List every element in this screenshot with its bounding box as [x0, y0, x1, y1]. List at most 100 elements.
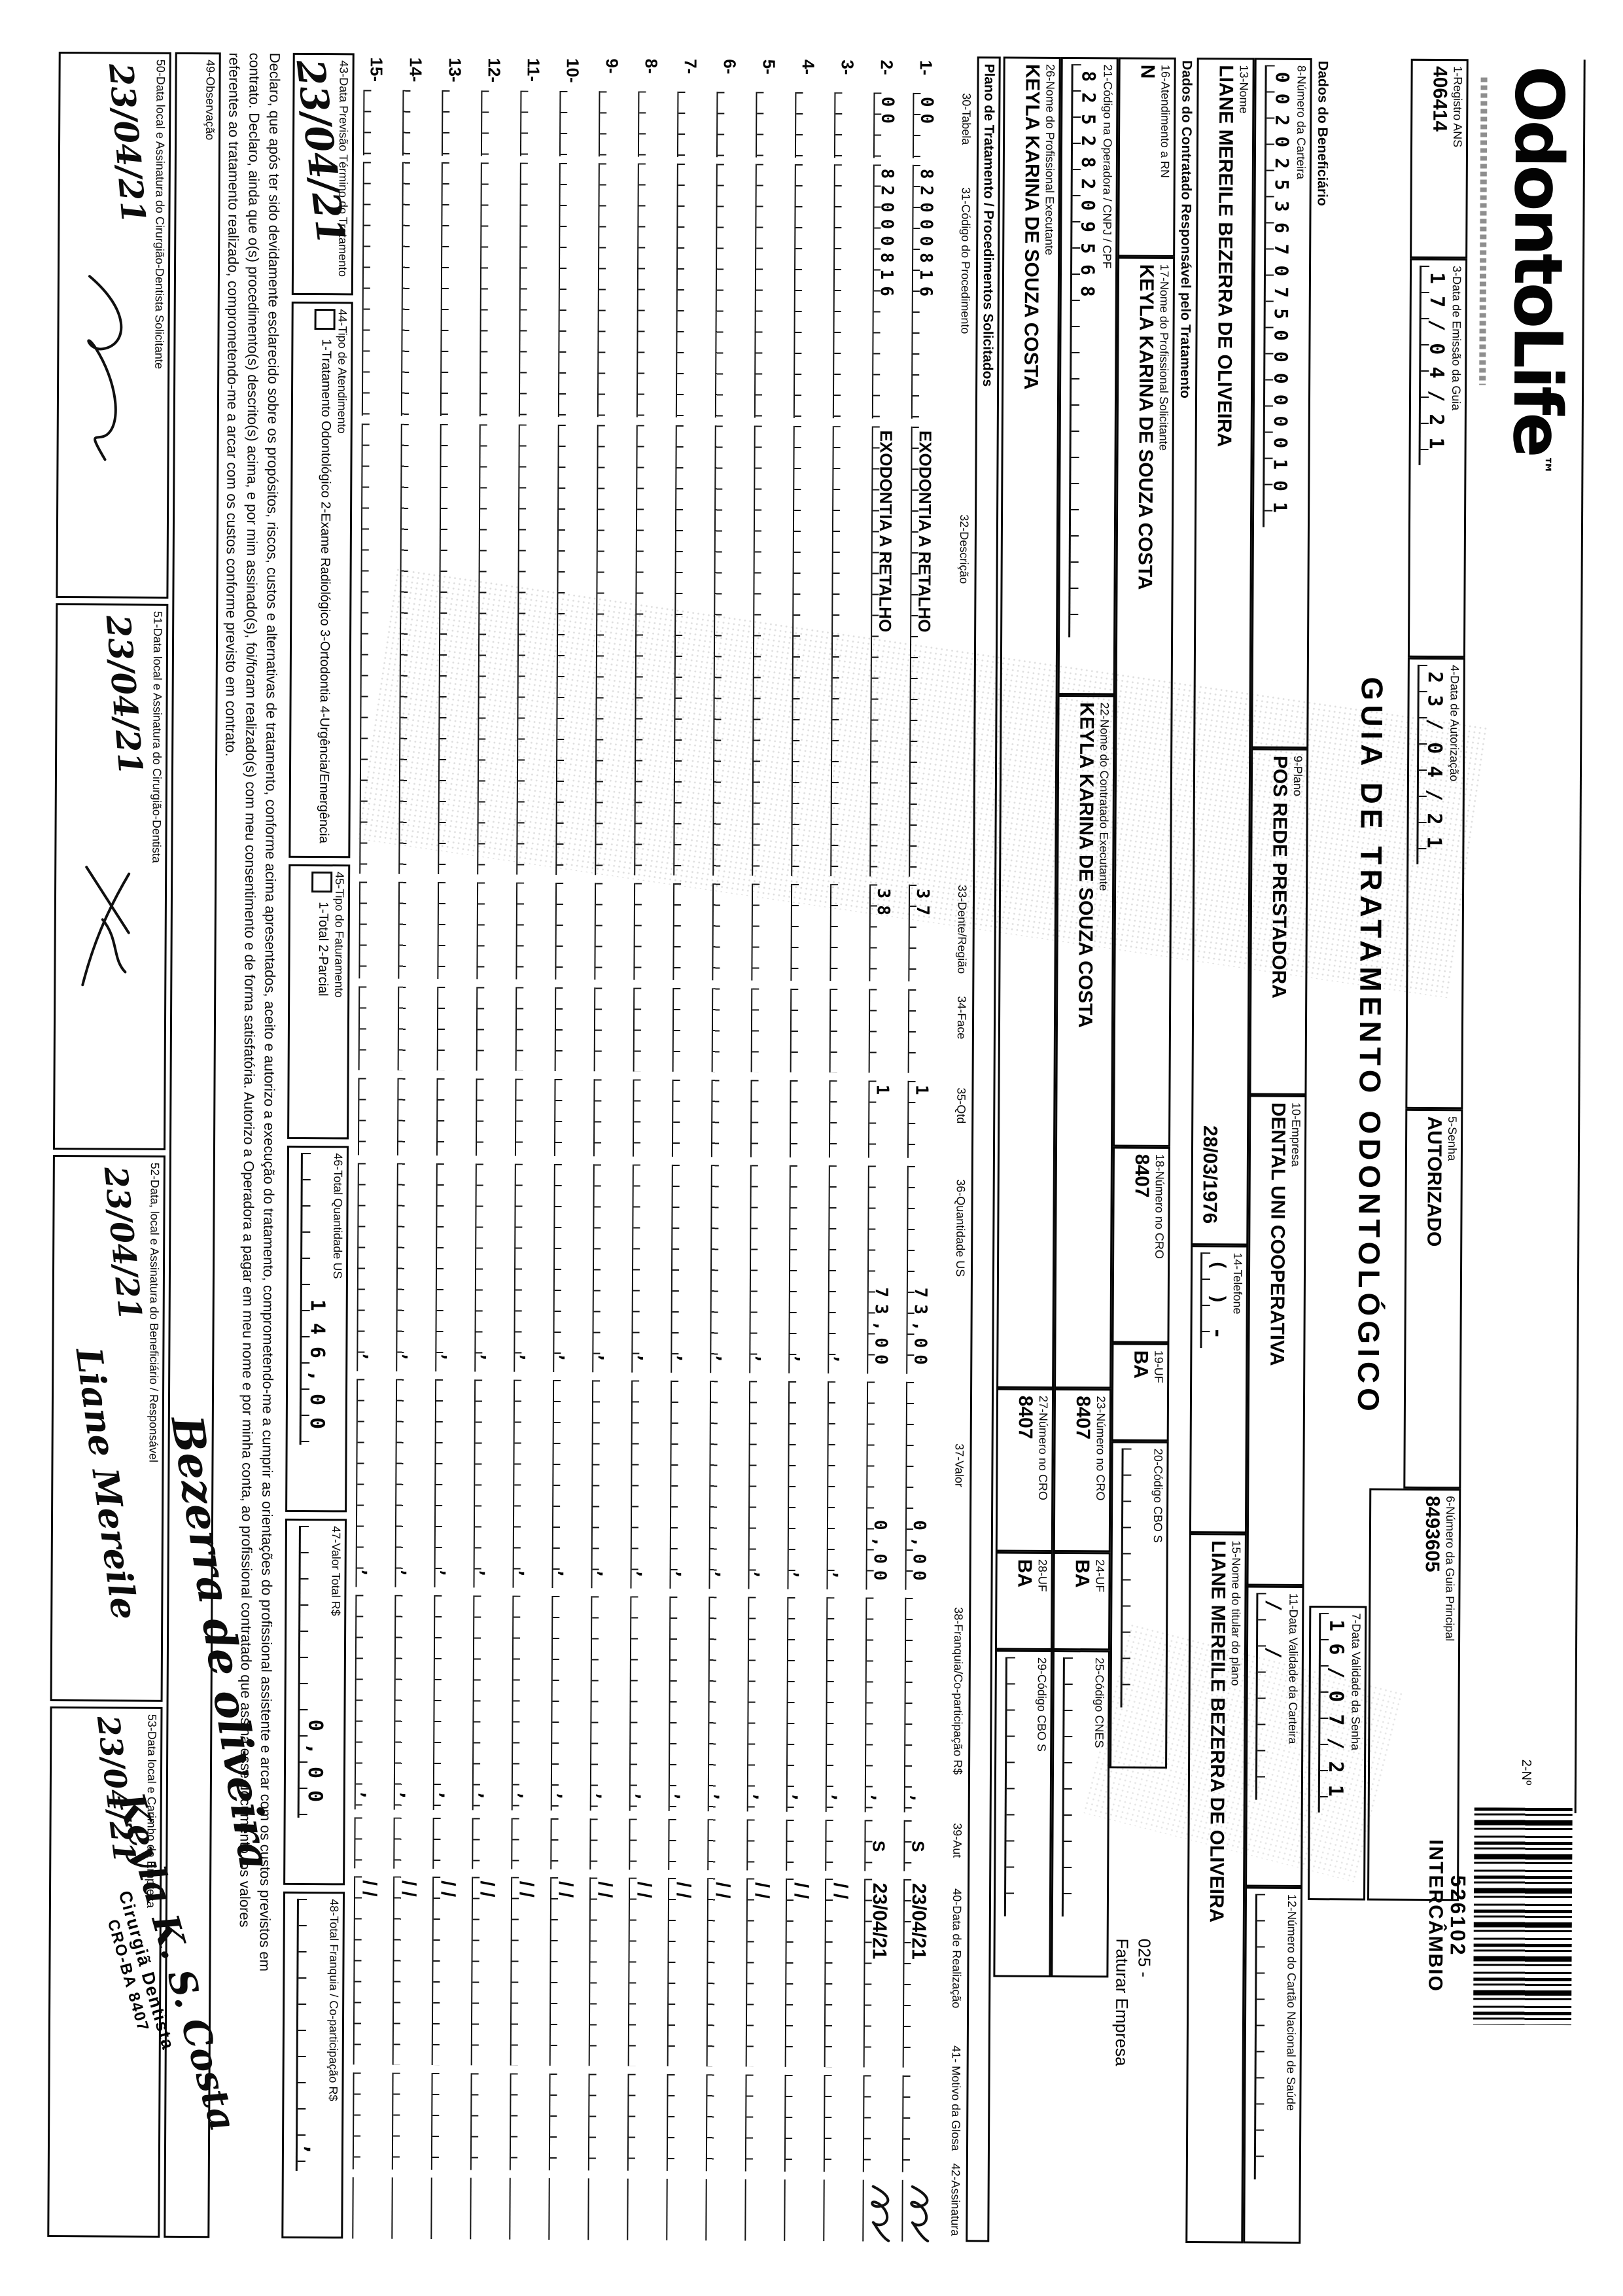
cell-assinatura — [587, 2178, 608, 2240]
cell-qtd — [789, 1080, 810, 1158]
cell-valor: , — [551, 1379, 577, 1589]
cell-dente — [790, 883, 811, 981]
cell-assinatura — [784, 2179, 804, 2241]
cell-valor: , — [826, 1381, 852, 1590]
field-label: 14-Telefone — [1230, 1252, 1245, 1315]
barcode — [1473, 1807, 1573, 2026]
cell-franquia: , — [432, 1595, 458, 1810]
cell-franquia: , — [668, 1596, 693, 1812]
section-label: Plano de Tratamento / Procedimentos Soli… — [980, 63, 997, 387]
cell-glosa — [430, 2073, 451, 2170]
field-value: BA — [1071, 1559, 1093, 1588]
cell-valor: , — [355, 1379, 381, 1587]
row-number: 12- — [484, 58, 504, 83]
col-codigo: 31-Código do Procedimento — [958, 187, 973, 334]
cell-dente — [437, 882, 458, 980]
row-number: 6- — [720, 59, 740, 75]
row-number: 15- — [366, 57, 387, 82]
cell-glosa — [548, 2073, 569, 2171]
field-label: 52-Data, local e Assinatura do Beneficiá… — [147, 1162, 162, 1463]
field-value — [1253, 1894, 1285, 2180]
cell-aut — [707, 1819, 727, 1871]
cell-data-realizacao: / / — [510, 1877, 538, 2066]
cell-glosa — [784, 2074, 805, 2172]
cell-assinatura — [823, 2180, 843, 2242]
col-quantidade-us: 36-Quantidade US — [953, 1179, 968, 1277]
cell-tabela: 00 — [873, 92, 898, 158]
cell-tabela — [637, 91, 658, 157]
cell-data-realizacao: / / — [706, 1878, 734, 2067]
cell-franquia: , — [550, 1595, 576, 1811]
field-label: 47-Valor Total R$ — [329, 1526, 343, 1616]
field-cnes: 25-Código CNES — [1051, 1650, 1110, 1978]
cell-glosa — [901, 2075, 922, 2172]
field-value: 8493605 — [1421, 1495, 1444, 1572]
field-label: 46-Total Quantidade US — [330, 1153, 345, 1279]
field-numero-guia-principal: 6-Número da Guia Principal 8493605 — [1367, 1488, 1461, 1901]
cell-franquia: , — [472, 1595, 497, 1810]
cell-aut — [629, 1818, 649, 1870]
field-value: LIANE MEREILE BEZERRA DE OLIVEIRA — [1213, 65, 1237, 448]
cell-franquia: , — [707, 1597, 733, 1812]
cell-quantidade-us: , — [828, 1165, 852, 1374]
field-value: 8407 — [1130, 1154, 1153, 1198]
field-label: 10-Empresa — [1289, 1102, 1303, 1167]
numero-label: 2-Nº — [1518, 1759, 1534, 1786]
cell-valor: , — [591, 1380, 616, 1589]
cell-codigo — [557, 162, 579, 417]
field-value: KEYLA KARINA DE SOUZA COSTA — [1134, 264, 1158, 590]
cell-franquia: , — [393, 1595, 419, 1810]
field-validade-carteira: 11-Data Validade da Carteira / / — [1245, 1585, 1304, 1887]
cell-dente — [829, 884, 850, 981]
cell-dente — [398, 881, 419, 979]
cell-descricao — [398, 423, 421, 874]
field-tipo-atendimento: 44-Tipo de Atendimento 1-Tratamento Odon… — [288, 301, 353, 858]
cell-tabela: 00 — [912, 92, 937, 158]
cell-descricao: EXODONTIA A RETALHO — [909, 426, 935, 877]
cell-assinatura — [509, 2178, 529, 2240]
cell-tabela — [519, 90, 540, 156]
field-nome-beneficiario: 13-Nome LIANE MEREILE BEZERRA DE OLIVEIR… — [1191, 58, 1255, 1246]
cell-valor: , — [434, 1379, 459, 1588]
cell-glosa — [509, 2073, 530, 2170]
field-label: 49-Observação — [203, 60, 217, 141]
field-value: 17/04/21 — [1418, 265, 1450, 465]
field-label: 29-Código CBO S — [1035, 1657, 1049, 1752]
cell-face — [750, 988, 771, 1072]
cell-codigo — [518, 162, 540, 417]
field-label: 51-Data local e Assinatura do Cirurgião-… — [150, 610, 165, 864]
signature-scribble — [910, 2185, 930, 2242]
handwritten-date: 23/04/21 — [101, 62, 153, 225]
field-cro-prof-executante: 27-Número no CRO 8407 — [995, 1388, 1055, 1552]
row-number: 14- — [406, 57, 426, 82]
cell-qtd — [436, 1078, 457, 1156]
cell-franquia: , — [786, 1597, 811, 1812]
logo-text: OdontoLife — [1497, 65, 1578, 455]
cell-assinatura — [705, 2179, 725, 2241]
field-label: 11-Data Validade da Carteira — [1286, 1593, 1300, 1744]
cell-assinatura — [862, 2180, 896, 2242]
field-options: 1-Total 2-Parcial — [315, 902, 331, 997]
cell-franquia: , — [354, 1595, 379, 1810]
field-empresa: 10-Empresa DENTAL UNI COOPERATIVA — [1246, 1095, 1307, 1586]
field-senha: 5-Senha AUTORIZADO — [1403, 1108, 1463, 1489]
cell-assinatura — [391, 2177, 411, 2239]
cell-glosa — [823, 2075, 844, 2172]
cell-valor: , — [669, 1380, 695, 1589]
cell-qtd — [828, 1080, 849, 1158]
cell-data-realizacao: 23/04/21 — [902, 1879, 930, 2068]
field-uf-solicitante: 19-UF BA — [1111, 1343, 1170, 1441]
cell-qtd — [632, 1079, 653, 1157]
cell-codigo: 82000816 — [871, 164, 897, 419]
cell-franquia: , — [864, 1597, 890, 1812]
col-face: 34-Face — [954, 996, 969, 1040]
form-title: GUIA DE TRATAMENTO ODONTOLÓGICO — [1351, 677, 1389, 1416]
col-valor: 37-Valor — [952, 1443, 966, 1487]
cell-face — [436, 987, 457, 1071]
field-plano: 9-Plano POS REDE PRESTADORA — [1249, 748, 1309, 1095]
cell-glosa — [862, 2075, 883, 2172]
cell-quantidade-us: , — [592, 1164, 617, 1373]
cell-dente — [476, 882, 497, 980]
cell-glosa — [470, 2073, 491, 2170]
cell-franquia: , — [589, 1596, 615, 1811]
